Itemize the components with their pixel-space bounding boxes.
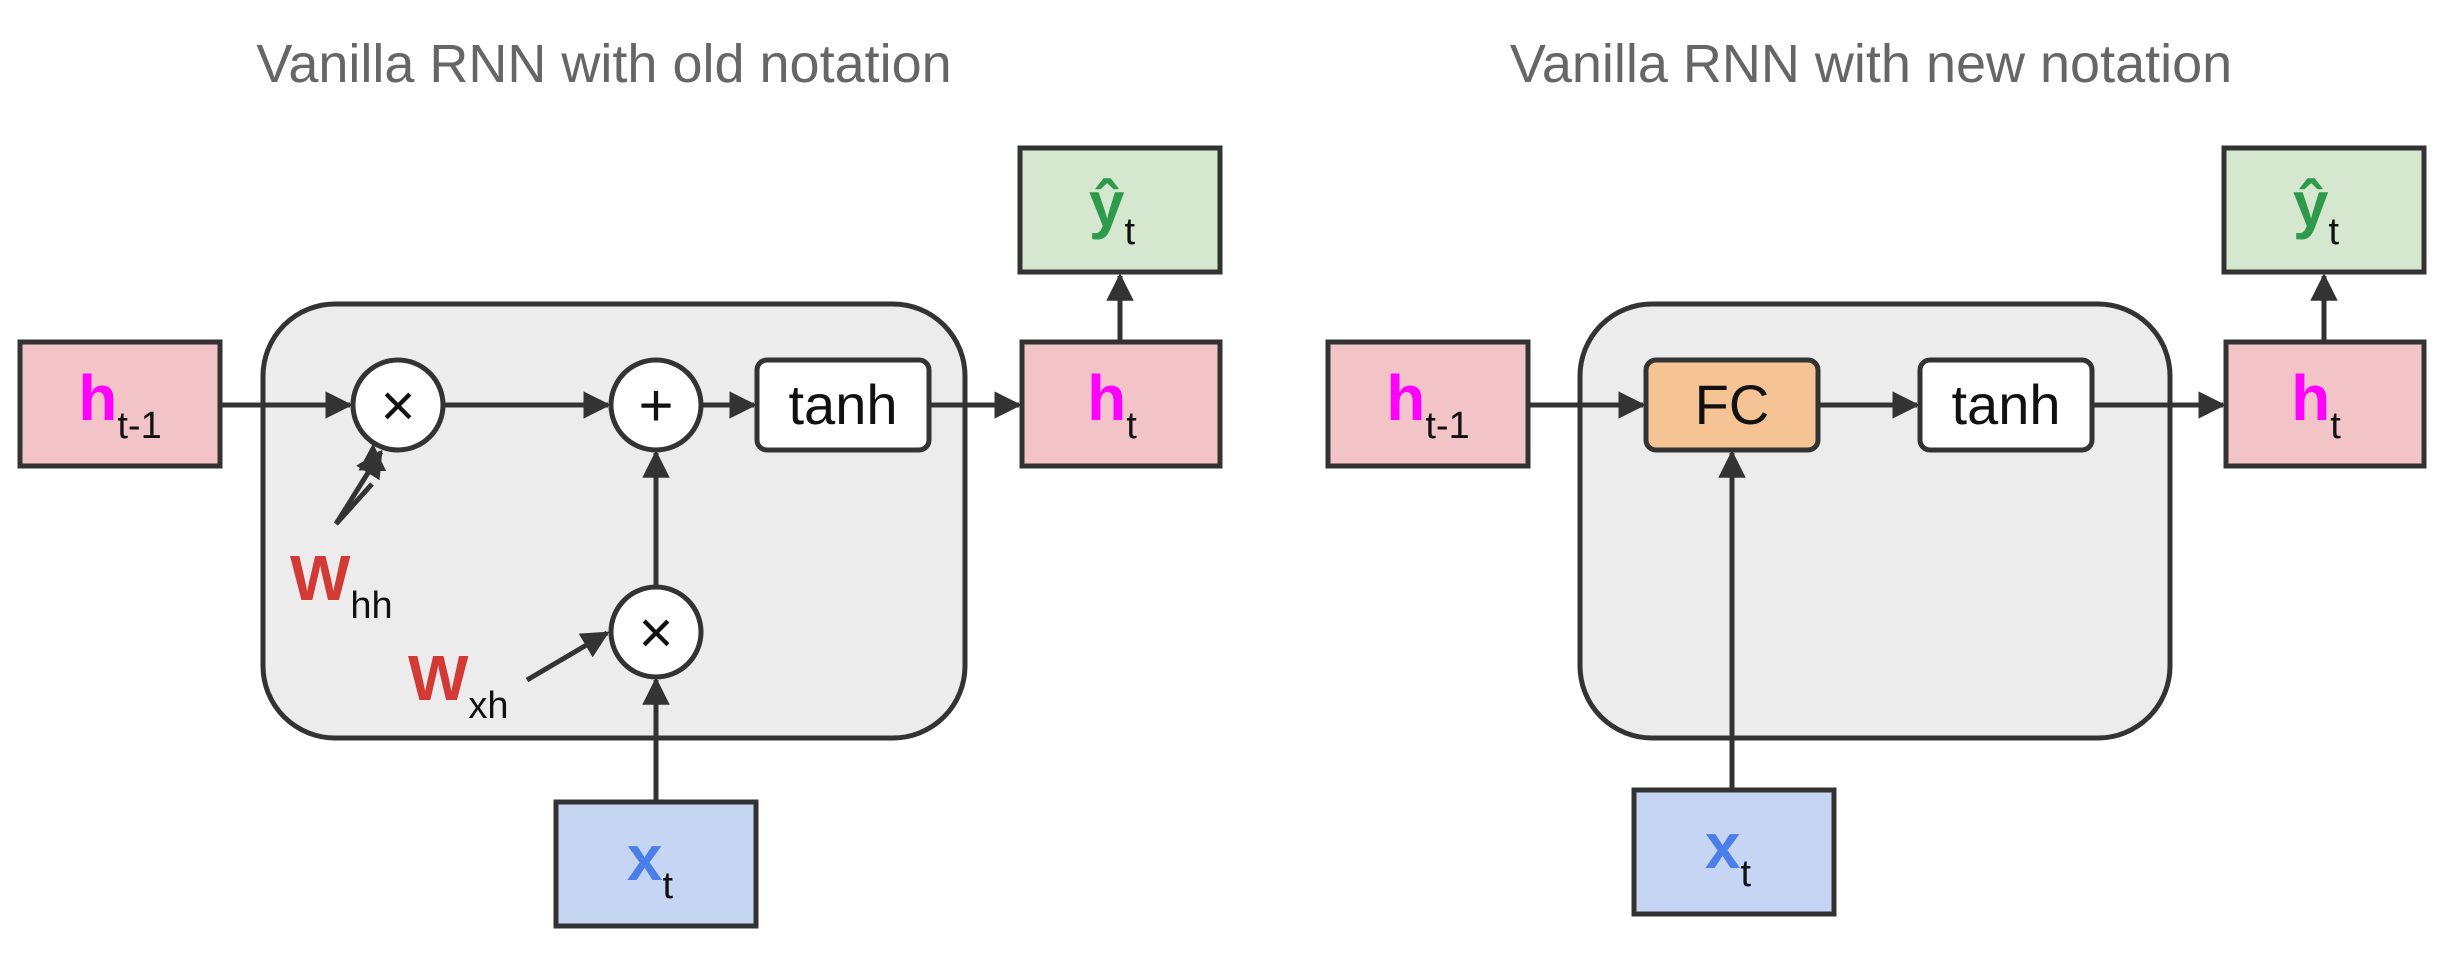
old-notation-diagram: Vanilla RNN with old notation ht-1 × + t… (17, 34, 1223, 929)
old-notation-title: Vanilla RNN with old notation (256, 34, 951, 94)
add-symbol: + (638, 372, 673, 439)
arrow-whh-to-mult-full (333, 449, 384, 526)
hidden-out-box-old (1019, 339, 1223, 469)
new-notation-arrows (1528, 273, 2338, 790)
hidden-out-label-old: ht (1087, 362, 1137, 447)
output-box-new (2221, 145, 2427, 275)
tanh-label-old: tanh (789, 373, 898, 436)
weight-xh-label: Wxh (408, 642, 509, 727)
tanh-label-new: tanh (1952, 373, 2061, 436)
input-label-old: xt (627, 822, 674, 907)
hidden-out-label-new: ht (2291, 362, 2341, 447)
hidden-prev-label-new: ht-1 (1386, 362, 1469, 447)
input-box-new (1631, 787, 1837, 917)
new-notation-title: Vanilla RNN with new notation (1510, 34, 2232, 94)
output-label-new: ŷt (2293, 168, 2340, 253)
output-box-old (1017, 145, 1223, 275)
fc-label: FC (1695, 373, 1770, 436)
input-label-new: xt (1705, 810, 1752, 895)
hidden-prev-label-old: ht-1 (78, 362, 161, 447)
weight-hh-label: Whh (290, 542, 393, 627)
new-notation-diagram: Vanilla RNN with new notation ht-1 FC ta… (1325, 34, 2427, 917)
hidden-prev-box-new (1325, 339, 1531, 469)
arrow-wxh-to-mult (525, 630, 610, 683)
hidden-out-box-new (2223, 339, 2427, 469)
output-label-old: ŷt (1089, 168, 1136, 253)
hidden-prev-box-old (17, 339, 223, 469)
multiply-hh-symbol: × (380, 372, 415, 439)
multiply-xh-symbol: × (638, 599, 673, 666)
